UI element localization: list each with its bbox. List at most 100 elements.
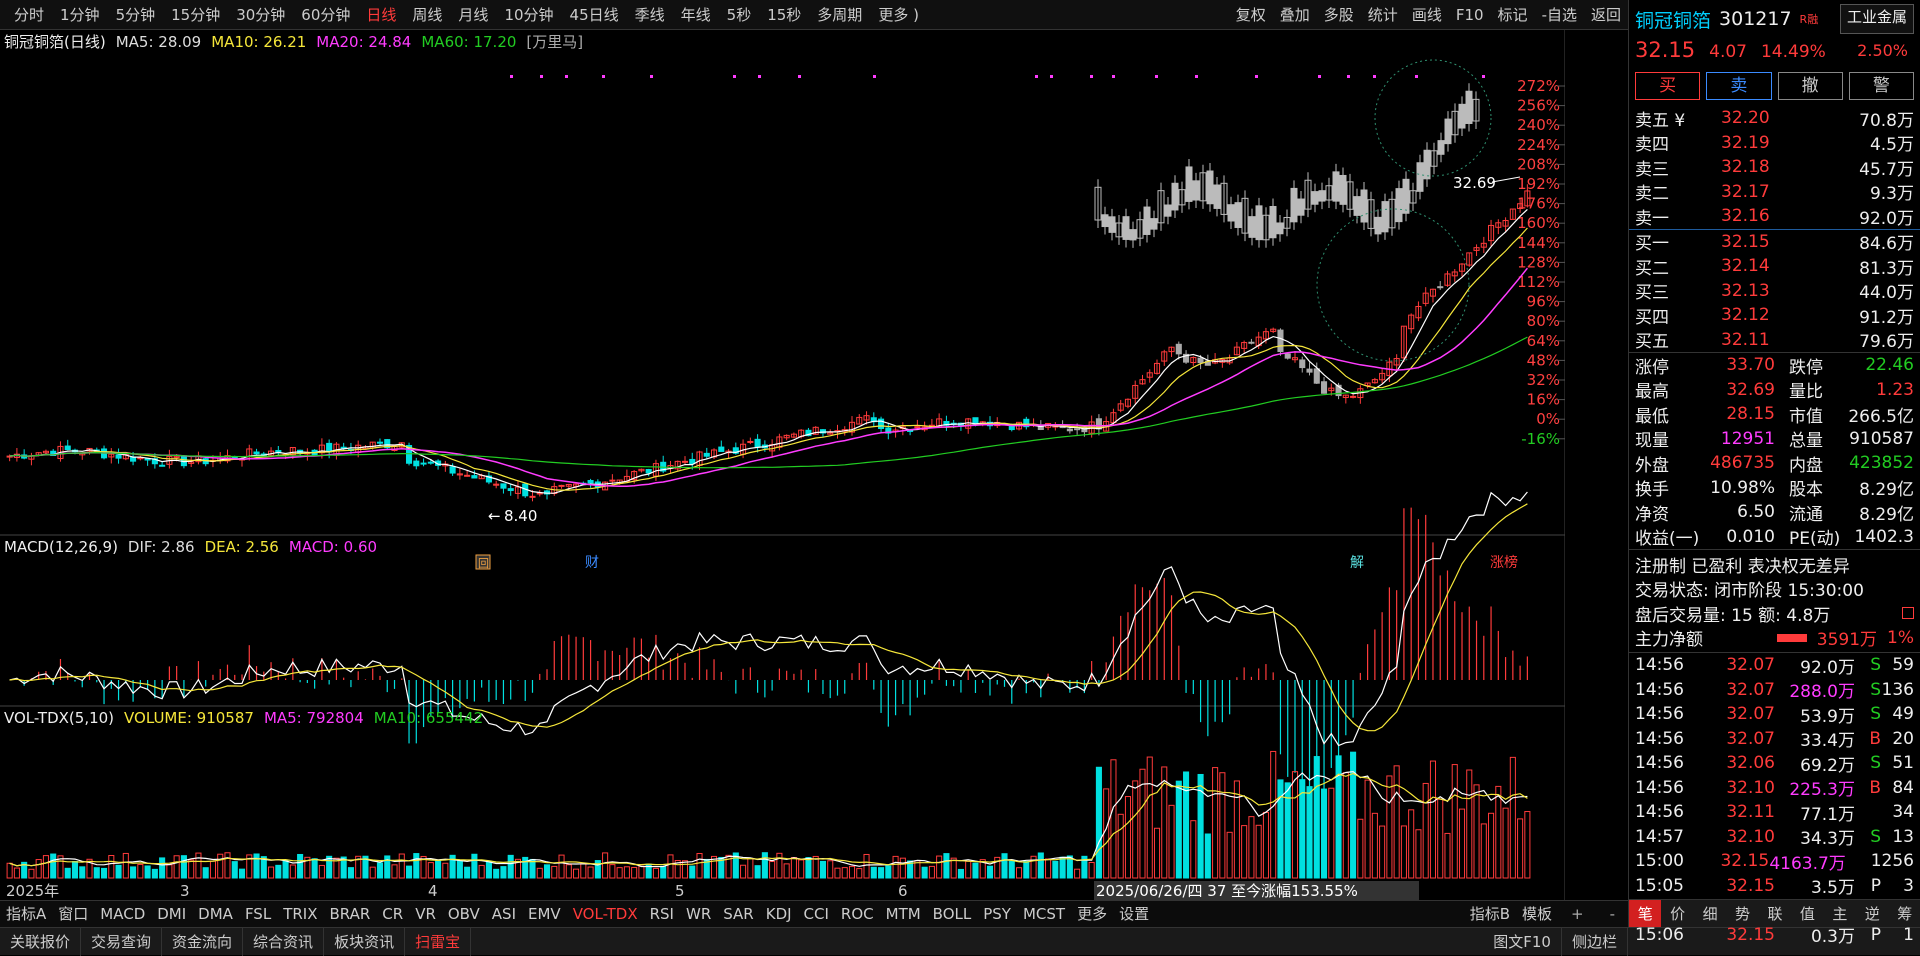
panel-tab[interactable]: 价 [1661,900,1693,927]
tool-button[interactable]: F10 [1449,0,1491,30]
indicator-tab[interactable]: MACD [94,901,151,928]
tab-period[interactable]: 5分钟 [108,0,164,30]
tool-button[interactable]: -自选 [1535,0,1584,30]
tab-period[interactable]: 月线 [450,0,496,30]
tool-button[interactable]: 统计 [1361,0,1405,30]
status-item[interactable]: 板块资讯 [324,928,405,956]
indicator-tab[interactable]: VR [409,901,442,928]
tab-period[interactable]: 5秒 [719,0,760,30]
indicator-tab[interactable]: RSI [644,901,680,928]
tab-period[interactable]: 15秒 [759,0,809,30]
kline-chart[interactable]: 272%256%240%224%208%192%176%160%144%128%… [0,30,1565,900]
indicator-right-tab[interactable]: 指标B [1464,901,1516,928]
indicator-tab[interactable]: CCI [798,901,835,928]
panel-tab[interactable]: 势 [1726,900,1758,927]
indicator-tab[interactable]: DMI [151,901,192,928]
status-right-item[interactable]: 侧边栏 [1562,928,1628,956]
volume-bar [544,865,549,878]
tool-button[interactable]: 叠加 [1273,0,1317,30]
tab-period[interactable]: 季线 [627,0,673,30]
panel-tab[interactable]: 逆 [1856,900,1888,927]
indicator-tab[interactable]: 指标A [0,901,52,928]
panel-tab[interactable]: 笔 [1629,900,1661,927]
tool-button[interactable]: 多股 [1317,0,1361,30]
indicator-tab[interactable]: VOL-TDX [567,901,644,928]
indicator-tab[interactable]: DMA [192,901,239,928]
indicator-tab[interactable]: CR [376,901,409,928]
expand-icon[interactable] [1902,607,1914,619]
status-right-item[interactable]: 图文F10 [1483,928,1562,956]
tab-period[interactable]: 周线 [404,0,450,30]
panel-tab[interactable]: 主 [1824,900,1856,927]
tool-button[interactable]: 标记 [1491,0,1535,30]
trade-volume: 33.4万 [1775,726,1855,751]
tab-period[interactable]: 30分钟 [228,0,293,30]
cancel-button[interactable]: 撤 [1778,72,1843,100]
indicator-tab[interactable]: ROC [835,901,880,928]
alert-button[interactable]: 警 [1849,72,1914,100]
panel-tab[interactable]: 筹 [1889,900,1920,927]
tool-button[interactable]: 复权 [1229,0,1273,30]
indicator-tab[interactable]: OBV [442,901,486,928]
indicator-tab[interactable]: 窗口 [52,901,94,928]
tab-period[interactable]: 1分钟 [52,0,108,30]
indicator-tab[interactable]: BOLL [927,901,978,928]
tab-period[interactable]: 更多 ) [870,0,927,30]
tool-button[interactable]: 画线 [1405,0,1449,30]
overlay-body [1424,150,1430,179]
status-item[interactable]: 扫雷宝 [405,928,471,956]
sell-button[interactable]: 卖 [1706,72,1771,100]
indicator-right-tab[interactable]: 模板 [1516,901,1558,928]
indicator-tab[interactable]: PSY [977,901,1017,928]
indicator-tab[interactable]: FSL [239,901,277,928]
panel-tab[interactable]: 细 [1694,900,1726,927]
indicator-tab[interactable]: 设置 [1113,901,1155,928]
minus-icon[interactable]: - [1610,905,1615,923]
status-item[interactable]: 资金流向 [162,928,243,956]
tab-period[interactable]: 分时 [6,0,52,30]
indicator-tab[interactable]: TRIX [277,901,323,928]
wanlima-label[interactable]: [万里马] [526,31,583,52]
indicator-tab[interactable]: SAR [717,901,759,928]
tab-period[interactable]: 多周期 [809,0,870,30]
indicator-tab[interactable]: KDJ [760,901,798,928]
tab-period[interactable]: 45日线 [562,0,627,30]
tab-period[interactable]: 年线 [673,0,719,30]
industry-badge[interactable]: 工业金属 [1840,4,1914,34]
volume-bar [1525,812,1530,878]
kline-chart-area[interactable]: 272%256%240%224%208%192%176%160%144%128%… [0,30,1565,900]
overlay-body [1375,217,1381,234]
indicator-tab[interactable]: 更多 [1071,901,1113,928]
tool-button[interactable]: 返回 [1584,0,1628,30]
panel-tab[interactable]: 联 [1759,900,1791,927]
status-item[interactable]: 交易查询 [81,928,162,956]
indicator-tab[interactable]: MTM [880,901,927,928]
buy-button[interactable]: 买 [1635,72,1700,100]
tab-period[interactable]: 日线 [358,0,404,30]
vol-name[interactable]: VOL-TDX(5,10) [4,709,114,727]
indicator-tab[interactable]: ASI [486,901,522,928]
status-item[interactable]: 关联报价 [0,928,81,956]
indicator-tab[interactable]: EMV [522,901,567,928]
indicator-tab[interactable]: MCST [1017,901,1071,928]
indicator-tab[interactable]: BRAR [323,901,376,928]
indicator-tab[interactable]: WR [680,901,717,928]
tab-period[interactable]: 15分钟 [163,0,228,30]
status-item[interactable]: 综合资讯 [243,928,324,956]
plus-icon[interactable]: + [1571,905,1584,923]
panel-tab[interactable]: 值 [1791,900,1823,927]
tab-period[interactable]: 10分钟 [496,0,561,30]
macd-name[interactable]: MACD(12,26,9) [4,538,118,556]
tab-period[interactable]: 60分钟 [293,0,358,30]
